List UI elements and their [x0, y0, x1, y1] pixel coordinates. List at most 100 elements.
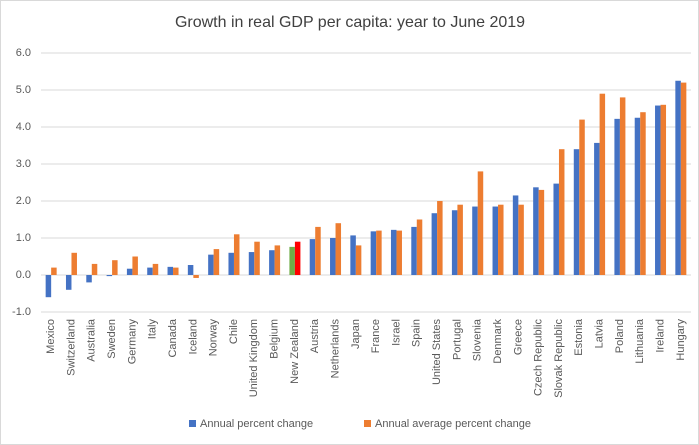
bar	[390, 229, 397, 275]
bar	[533, 187, 539, 275]
bar	[437, 201, 443, 275]
bar	[187, 265, 194, 275]
x-tick-label: United Kingdom	[248, 319, 260, 397]
x-tick-label: Iceland	[187, 319, 199, 354]
bar	[51, 267, 57, 275]
bar	[132, 256, 138, 275]
bar	[65, 275, 72, 290]
bar	[335, 223, 342, 275]
bar	[289, 246, 295, 275]
bar	[173, 267, 179, 275]
bar	[294, 241, 301, 275]
x-tick-label: Slovenia	[472, 318, 484, 361]
bar	[396, 230, 402, 275]
x-tick-label: Australia	[86, 318, 98, 362]
bar	[355, 245, 362, 275]
legend-label: Annual average percent change	[375, 418, 531, 430]
bar	[147, 267, 153, 275]
bar	[213, 249, 220, 275]
y-tick-label: 2.0	[16, 195, 31, 207]
y-tick-label: 3.0	[16, 158, 31, 170]
bar	[71, 252, 77, 275]
bar	[472, 206, 478, 275]
bar	[498, 204, 504, 275]
x-tick-label: Canada	[167, 318, 179, 357]
x-tick-label: Hungary	[675, 319, 687, 361]
bar	[573, 149, 580, 275]
x-tick-label: Poland	[614, 319, 626, 353]
bar	[167, 266, 174, 275]
bar	[457, 204, 463, 275]
x-tick-label: Czech Republic	[533, 319, 545, 397]
bar	[350, 235, 356, 275]
bar	[599, 93, 606, 275]
legend-swatch	[364, 420, 371, 427]
bar	[228, 252, 234, 275]
x-tick-label: France	[370, 319, 382, 353]
bar	[634, 117, 641, 275]
x-tick-label: Switzerland	[65, 319, 77, 376]
bar	[86, 275, 92, 283]
bar	[309, 239, 316, 275]
x-tick-label: Lithuania	[634, 318, 646, 364]
bar	[431, 213, 438, 275]
bar	[91, 263, 98, 275]
bar	[45, 275, 52, 298]
bar	[553, 183, 559, 275]
bar	[477, 171, 484, 275]
legend-swatch	[189, 420, 196, 427]
bar	[233, 234, 240, 275]
bar	[492, 206, 499, 275]
y-tick-label: 0.0	[16, 269, 31, 281]
bar	[330, 238, 336, 275]
x-tick-label: Latvia	[594, 318, 606, 348]
bar	[315, 226, 321, 275]
bar	[193, 275, 199, 278]
x-tick-label: Slovak Republic	[553, 319, 565, 398]
bar	[538, 189, 545, 275]
x-tick-label: Estonia	[573, 318, 585, 356]
x-tick-label: Spain	[411, 319, 423, 347]
bar	[640, 112, 646, 275]
bar	[274, 245, 281, 275]
bar	[594, 142, 600, 275]
bar	[416, 219, 423, 275]
bar	[112, 260, 118, 275]
x-tick-label: Netherlands	[329, 319, 341, 379]
legend-label: Annual percent change	[200, 418, 313, 430]
bar	[152, 263, 159, 275]
bar	[451, 210, 458, 275]
bar	[106, 275, 113, 277]
x-tick-label: Denmark	[492, 319, 504, 364]
bar	[208, 254, 214, 275]
bar	[248, 252, 255, 275]
x-tick-label: Austria	[309, 318, 321, 353]
x-tick-label: Italy	[147, 319, 159, 340]
y-tick-label: 1.0	[16, 232, 31, 244]
x-tick-label: Japan	[350, 319, 362, 349]
x-tick-label: Mexico	[45, 319, 57, 354]
bar	[579, 119, 585, 275]
bar	[126, 268, 133, 275]
bar	[619, 97, 626, 276]
x-tick-label: Germany	[126, 319, 138, 365]
bar	[614, 118, 620, 275]
bar	[269, 250, 275, 275]
y-tick-label: -1.0	[12, 306, 31, 318]
y-tick-label: 6.0	[16, 47, 31, 59]
bar	[376, 230, 382, 275]
bar	[370, 231, 377, 275]
bar	[558, 149, 565, 275]
y-tick-label: 5.0	[16, 84, 31, 96]
bar	[518, 204, 524, 275]
x-tick-label: Portugal	[451, 319, 463, 360]
bar	[680, 82, 687, 275]
bar	[512, 195, 519, 275]
x-tick-label: Israel	[390, 319, 402, 346]
bar	[675, 80, 681, 275]
bar	[254, 241, 260, 275]
y-tick-label: 4.0	[16, 121, 31, 133]
x-tick-label: Sweden	[106, 319, 118, 359]
x-tick-label: Chile	[228, 319, 240, 344]
